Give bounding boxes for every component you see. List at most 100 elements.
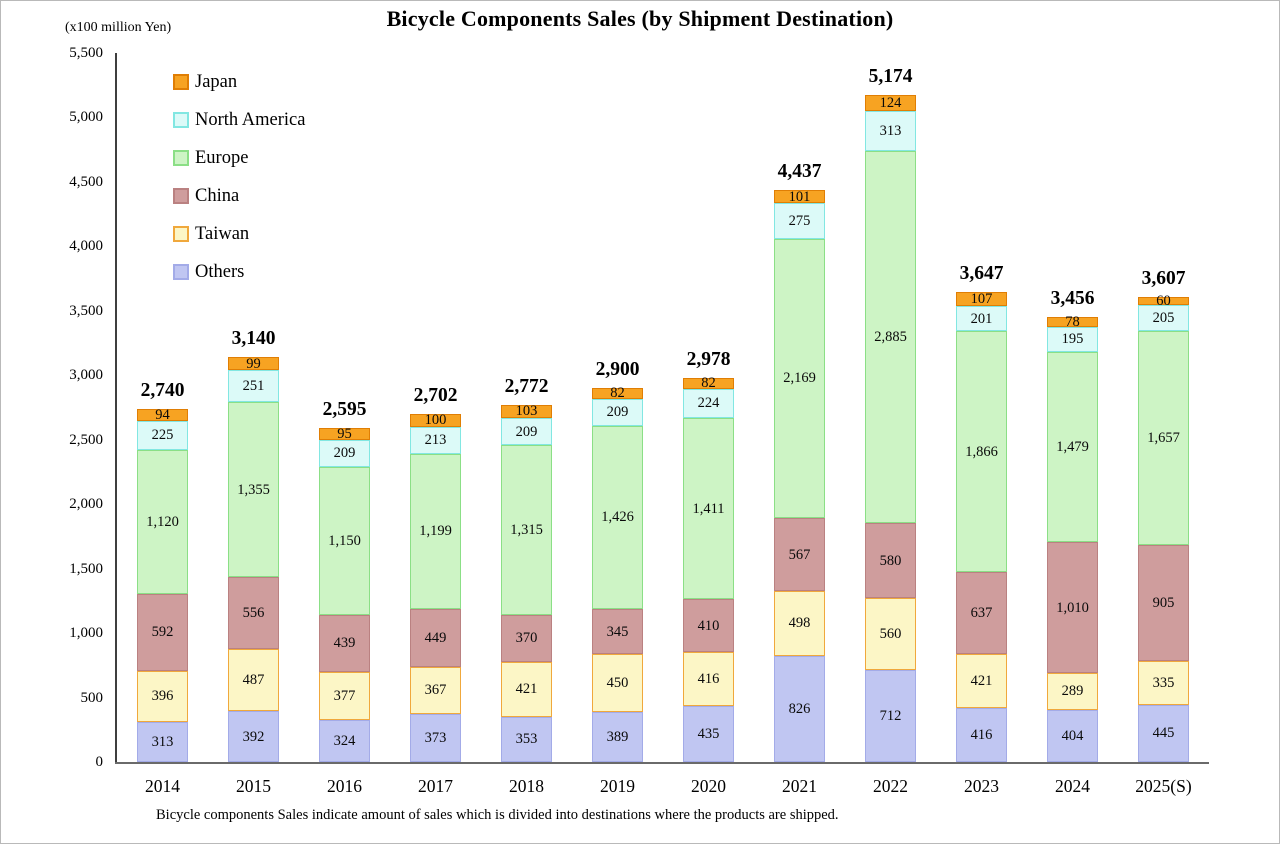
y-axis-tick-label: 4,000 <box>69 238 103 255</box>
bar-total-label: 2,772 <box>504 375 549 397</box>
segment-value-label: 435 <box>697 725 720 742</box>
stacked-bar-2020: 435 416 410 1,411 224 82 <box>683 53 734 762</box>
segment-value-label: 225 <box>151 427 174 444</box>
bar-column-2021: 826 498 567 2,169 275 101 4,437 2021 <box>754 53 845 796</box>
segment-value-label: 1,866 <box>965 443 998 460</box>
segment-value-label: 421 <box>970 673 993 690</box>
y-axis-tick-label: 2,000 <box>69 496 103 513</box>
segment-value-label: 637 <box>970 605 993 622</box>
segment-value-label: 445 <box>1152 725 1175 742</box>
legend-item-others: Others <box>173 253 305 291</box>
segment-value-label: 396 <box>151 688 174 705</box>
bar-total-label: 3,456 <box>1050 287 1095 309</box>
x-axis-category-label: 2022 <box>873 776 908 796</box>
bar-segment-china: 592 <box>137 594 188 671</box>
y-axis-tick-label: 4,500 <box>69 173 103 190</box>
segment-value-label: 1,010 <box>1056 599 1089 616</box>
legend-item-taiwan: Taiwan <box>173 215 305 253</box>
x-axis-category-label: 2020 <box>691 776 726 796</box>
bar-segment-china: 1,010 <box>1047 542 1098 673</box>
segment-value-label: 567 <box>788 546 811 563</box>
segment-value-label: 1,657 <box>1147 430 1180 446</box>
bar-segment-others: 373 <box>410 713 461 762</box>
y-axis-tick-label: 1,000 <box>69 625 103 642</box>
bar-total-label: 2,978 <box>686 349 731 371</box>
bar-segment-others: 353 <box>501 716 552 762</box>
stacked-bar-2022: 712 560 580 2,885 313 124 <box>865 53 916 762</box>
segment-value-label: 101 <box>788 188 811 205</box>
segment-value-label: 1,120 <box>146 514 179 531</box>
bar-total-label: 3,140 <box>231 328 276 350</box>
legend-label: Taiwan <box>195 223 250 244</box>
y-axis-tick-label: 500 <box>80 689 104 706</box>
bar-column-2018: 353 421 370 1,315 209 103 2,772 2018 <box>481 53 572 796</box>
segment-value-label: 450 <box>606 674 629 691</box>
segment-value-label: 2,169 <box>783 370 816 387</box>
legend-swatch-taiwan <box>173 226 189 242</box>
x-axis-category-label: 2024 <box>1055 776 1090 796</box>
bar-segment-others: 389 <box>592 711 643 762</box>
x-axis-category-label: 2023 <box>964 776 999 796</box>
bar-segment-china: 637 <box>956 572 1007 655</box>
x-axis-line <box>115 762 1209 764</box>
bar-total-label: 2,702 <box>413 384 458 406</box>
bar-segment-japan: 124 <box>865 95 916 112</box>
legend-label: China <box>195 185 240 206</box>
stacked-bar-2024: 404 289 1,010 1,479 195 78 <box>1047 53 1098 762</box>
x-axis-category-label: 2014 <box>145 776 180 796</box>
segment-value-label: 389 <box>606 728 629 745</box>
stacked-bar-2019: 389 450 345 1,426 209 82 <box>592 53 643 762</box>
legend-swatch-europe <box>173 150 189 166</box>
segment-value-label: 421 <box>515 681 538 698</box>
segment-value-label: 107 <box>970 290 993 307</box>
segment-value-label: 195 <box>1061 331 1084 348</box>
y-axis-unit-label: (x100 million Yen) <box>65 20 172 35</box>
bar-segment-japan: 60 <box>1138 292 1189 309</box>
segment-value-label: 313 <box>151 733 174 750</box>
segment-value-label: 313 <box>879 123 902 140</box>
segment-value-label: 82 <box>701 375 716 392</box>
bar-segment-taiwan: 396 <box>137 670 188 722</box>
bar-segment-japan: 103 <box>501 404 552 419</box>
bar-column-2014: 313 396 592 1,120 225 94 2,740 2014 <box>117 53 208 796</box>
bar-segment-europe: 1,150 <box>319 466 370 616</box>
bar-segment-taiwan: 335 <box>1138 661 1189 705</box>
bar-segment-others: 324 <box>319 720 370 762</box>
bar-segment-others: 404 <box>1047 709 1098 762</box>
bar-segment-europe: 1,866 <box>956 331 1007 572</box>
bar-segment-europe: 1,355 <box>228 402 279 578</box>
bar-segment-japan: 95 <box>319 427 370 441</box>
bar-column-2015: 392 487 556 1,355 251 99 3,140 2015 <box>208 53 299 796</box>
y-axis-tick-labels: 0 500 1,000 1,500 2,000 2,500 3,000 3,500 4,000 4… <box>27 45 104 770</box>
segment-value-label: 209 <box>515 423 538 440</box>
bar-segment-china: 449 <box>410 608 461 667</box>
bar-segment-taiwan: 498 <box>774 591 825 656</box>
x-axis-category-label: 2015 <box>236 776 271 796</box>
bar-column-2020: 435 416 410 1,411 224 82 2,978 2020 <box>663 53 754 796</box>
bar-total-label: 3,647 <box>959 262 1004 284</box>
stacked-bar-2023: 416 421 637 1,866 201 107 <box>956 53 1007 762</box>
segment-value-label: 498 <box>788 615 811 632</box>
bar-column-2017: 373 367 449 1,199 213 100 2,702 2017 <box>390 53 481 796</box>
bar-segment-europe: 1,426 <box>592 425 643 610</box>
bar-segment-japan: 82 <box>592 386 643 401</box>
bar-total-label: 3,607 <box>1141 268 1186 290</box>
segment-value-label: 449 <box>424 629 447 646</box>
plot-area: 313 396 592 1,120 225 94 2,740 2014 392 487 556 1,3… <box>117 53 1209 796</box>
segment-value-label: 1,411 <box>692 500 725 517</box>
segment-value-label: 416 <box>697 671 720 688</box>
segment-value-label: 60 <box>1156 292 1171 309</box>
bar-total-label: 2,900 <box>595 359 640 381</box>
x-axis-category-label: 2017 <box>418 776 453 796</box>
segment-value-label: 556 <box>242 604 265 621</box>
bar-segment-taiwan: 560 <box>865 598 916 671</box>
bar-total-label: 5,174 <box>868 66 913 88</box>
bar-total-label: 2,595 <box>322 398 367 420</box>
bar-total-label: 4,437 <box>777 161 822 183</box>
bar-segment-north-america: 209 <box>501 418 552 446</box>
legend-item-japan: Japan <box>173 63 305 101</box>
bar-column-2024: 404 289 1,010 1,479 195 78 3,456 2024 <box>1027 53 1118 796</box>
legend-item-china: China <box>173 177 305 215</box>
segment-value-label: 1,315 <box>510 521 543 538</box>
